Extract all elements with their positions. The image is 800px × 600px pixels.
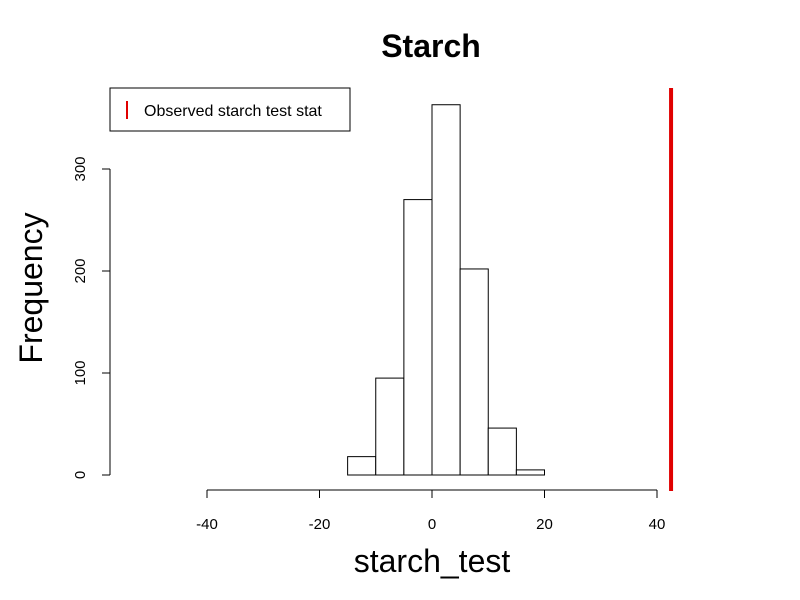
histogram-bars xyxy=(347,104,545,476)
legend-box xyxy=(109,87,351,132)
histogram-bar xyxy=(375,377,405,476)
histogram-bar xyxy=(487,427,517,476)
y-tick-label: 300 xyxy=(72,156,89,181)
histogram-bar xyxy=(347,456,377,476)
x-tick-label: -40 xyxy=(196,516,218,533)
chart-title: Starch xyxy=(381,28,481,64)
y-tick-label: 100 xyxy=(72,360,89,385)
y-axis-title: Frequency xyxy=(13,212,49,363)
y-tick-label: 200 xyxy=(72,258,89,283)
x-tick-label: -20 xyxy=(309,516,331,533)
histogram-bar xyxy=(459,268,489,476)
x-tick-label: 20 xyxy=(536,516,553,533)
histogram-bar xyxy=(403,199,433,476)
legend-entry-label: Observed starch test stat xyxy=(144,103,322,120)
legend: Observed starch test stat xyxy=(109,87,351,132)
histogram-bar xyxy=(431,104,461,476)
y-tick-label: 0 xyxy=(72,471,89,479)
x-tick-label: 0 xyxy=(428,516,436,533)
x-axis-title: starch_test xyxy=(354,543,511,579)
x-axis: -40 -20 0 20 40 xyxy=(196,489,666,533)
histogram-bar xyxy=(515,469,545,476)
x-tick-label: 40 xyxy=(649,516,666,533)
y-axis: 0 100 200 300 xyxy=(72,156,111,479)
